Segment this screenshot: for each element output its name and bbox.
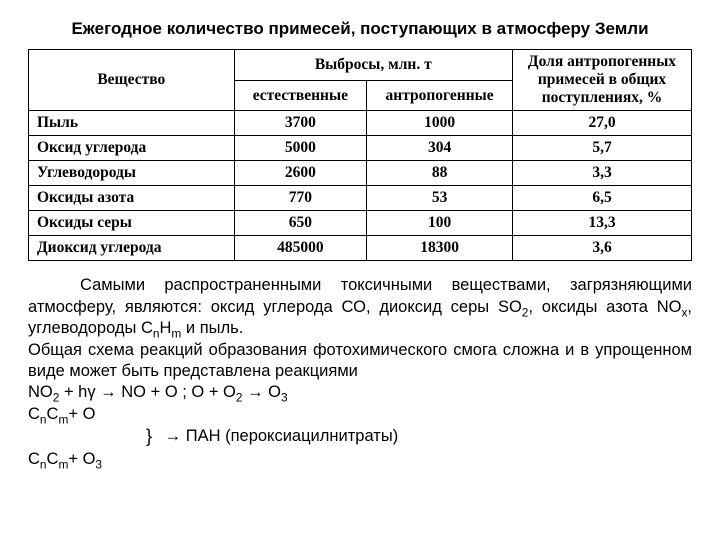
equation-2: СnCm+ O (28, 404, 692, 425)
col-substance: Вещество (29, 50, 235, 111)
equation-3: } → ПАН (пероксиацилнитраты) (28, 425, 692, 449)
table-row: Пыль3700100027,0 (29, 111, 692, 136)
col-natural: естественные (234, 80, 367, 111)
equation-1: NO2 + hγ → NO + O ; O + O2 → O3 (28, 382, 692, 403)
col-share: Доля антропогенных примесей в общих пост… (513, 50, 692, 111)
col-anthropogenic: антропогенные (367, 80, 513, 111)
body-text: Самыми распространенными токсичными веще… (28, 275, 692, 470)
equation-4: СnCm+ О3 (28, 449, 692, 470)
table-row: Оксиды азота770536,5 (29, 186, 692, 211)
paragraph-1: Самыми распространенными токсичными веще… (28, 275, 692, 339)
table-row: Оксид углерода50003045,7 (29, 136, 692, 161)
emissions-table: Вещество Выбросы, млн. т Доля антропоген… (28, 49, 692, 261)
table-row: Углеводороды2600883,3 (29, 161, 692, 186)
table-row: Диоксид углерода485000183003,6 (29, 236, 692, 261)
col-emissions: Выбросы, млн. т (234, 50, 512, 81)
table-row: Оксиды серы65010013,3 (29, 211, 692, 236)
paragraph-2: Общая схема реакций образования фотохими… (28, 340, 692, 383)
page-title: Ежегодное количество примесей, поступающ… (28, 18, 692, 39)
